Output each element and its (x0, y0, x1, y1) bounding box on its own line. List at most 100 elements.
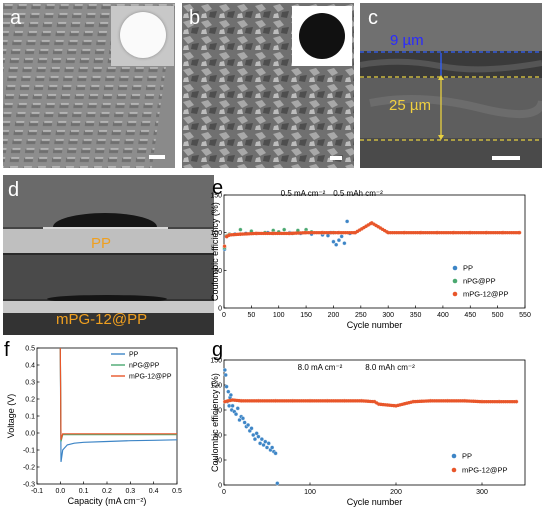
data-point-mpg (443, 399, 448, 403)
data-point-pp (263, 439, 268, 444)
x-tick-label: 0 (222, 489, 226, 496)
x-tick-label: 250 (355, 312, 367, 319)
data-point-pp (334, 242, 339, 247)
x-tick-label: 400 (437, 312, 449, 319)
legend-label: mPG-12@PP (463, 290, 509, 299)
data-point-mpg (467, 230, 471, 235)
data-point-pp (256, 434, 261, 439)
data-point-mpg (512, 399, 516, 404)
y-tick-label: 150 (210, 358, 222, 365)
thickness-25um-label: 25 µm (389, 97, 431, 114)
coated-separator-photo (292, 6, 352, 66)
panel-d-contact-angle (3, 175, 214, 335)
legend-label: nPG@PP (129, 363, 160, 370)
legend-label: mPG-12@PP (129, 374, 172, 381)
data-point-mpg (450, 230, 455, 235)
data-point-mpg (417, 230, 422, 235)
chart-g: 0 100 200 300 0 30 60 90 120 150 Cycle number Coulo… (210, 358, 526, 507)
data-point-mpg (254, 399, 258, 403)
x-tick-label: 0.2 (102, 488, 112, 495)
data-point-mpg (303, 231, 307, 235)
annotation-text: 0.5 mA cm⁻² (281, 189, 326, 198)
data-point-pp (270, 445, 275, 450)
data-point-pp (331, 239, 336, 244)
x-tick-label: 0.3 (125, 488, 135, 495)
data-point-mpg (357, 399, 362, 403)
x-tick-label: 0.0 (55, 488, 65, 495)
legend-label: nPG@PP (463, 277, 496, 286)
data-point-mpg (271, 399, 276, 403)
annotation-text: 0.5 mAh cm⁻² (333, 189, 383, 198)
data-point-pp (258, 441, 263, 446)
data-point-pp (235, 406, 240, 411)
data-point-mpg (228, 398, 233, 403)
x-tick-label: 200 (328, 312, 340, 319)
scale-bar (492, 156, 520, 160)
x-tick-label: -0.1 (31, 488, 43, 495)
data-point-pp (246, 422, 251, 428)
pp-separator-photo (111, 6, 174, 66)
y-axis-label: Coulombic efficiency (%) (210, 202, 220, 301)
y-tick-label: 0 (218, 483, 222, 490)
x-axis-label: Capacity (mA cm⁻²) (68, 496, 147, 506)
annotation-text: 8.0 mAh cm⁻² (365, 363, 415, 372)
legend-swatch-mpg (452, 291, 458, 297)
y-tick-label: 90 (214, 408, 222, 415)
legend-swatch-pp (452, 265, 458, 271)
data-point-pp (342, 241, 347, 246)
data-point-pp (259, 437, 264, 442)
x-tick-label: 300 (382, 312, 394, 319)
data-point-pp (336, 238, 341, 243)
legend-label: PP (463, 264, 473, 273)
legend-swatch-pp (451, 453, 457, 459)
y-tick-label: 0.5 (25, 346, 35, 353)
data-point-pp (339, 234, 344, 239)
y-tick-label: 50 (214, 268, 222, 275)
chart-f: -0.1 0.0 0.1 0.2 0.3 0.4 0.5 -0.3 -0.2 -0.1 0.0 0.1… (6, 346, 182, 507)
legend-label: PP (129, 352, 139, 359)
panel-c-cross-section (360, 3, 542, 168)
data-point-pp (266, 441, 271, 446)
data-point-mpg (323, 399, 327, 403)
data-point-mpg (500, 230, 504, 235)
data-point-pp (224, 384, 229, 389)
data-point-mpg (340, 399, 344, 403)
caption-mpg: mPG-12@PP (56, 311, 148, 328)
data-point-mpg (478, 399, 482, 404)
panel-b-sem-image (182, 3, 354, 168)
plot-frame (223, 359, 526, 486)
data-point-pp (273, 451, 278, 456)
black-disc-icon (299, 13, 345, 59)
data-point-pp (226, 389, 231, 394)
data-point-pp (275, 481, 280, 486)
x-tick-label: 0.4 (149, 488, 159, 495)
chart-e: 0 50 100 150 200 250 300 350 400 450 500 550 0 50 100 1… (210, 189, 531, 330)
y-tick-label: 0 (218, 306, 222, 313)
y-tick-label: 100 (210, 230, 222, 237)
data-point-pp (254, 431, 259, 436)
series-line-pp (59, 347, 178, 462)
data-point-pp (264, 445, 270, 450)
x-tick-label: 0.5 (172, 488, 182, 495)
scale-bar (330, 156, 342, 160)
panel-label-e: e (212, 177, 224, 199)
panel-label-d: d (8, 179, 20, 201)
data-point-pp (228, 392, 233, 398)
data-point-mpg (401, 230, 405, 235)
data-point-mpg (495, 399, 499, 404)
data-point-mpg (516, 230, 520, 235)
scale-bar (149, 155, 165, 159)
series-line-mpg (59, 347, 177, 440)
x-tick-label: 500 (492, 312, 504, 319)
data-point-mpg (460, 399, 465, 403)
panel-label-b: b (189, 7, 201, 29)
data-point-mpg (409, 400, 413, 404)
x-tick-label: 300 (476, 489, 488, 496)
data-point-mpg (227, 233, 231, 237)
y-tick-label: 0.3 (25, 380, 35, 387)
droplet-images (3, 175, 214, 335)
data-point-mpg (319, 230, 323, 235)
data-point-mpg (306, 399, 310, 403)
data-point-pp (237, 417, 242, 423)
panel-label-a: a (10, 7, 22, 29)
